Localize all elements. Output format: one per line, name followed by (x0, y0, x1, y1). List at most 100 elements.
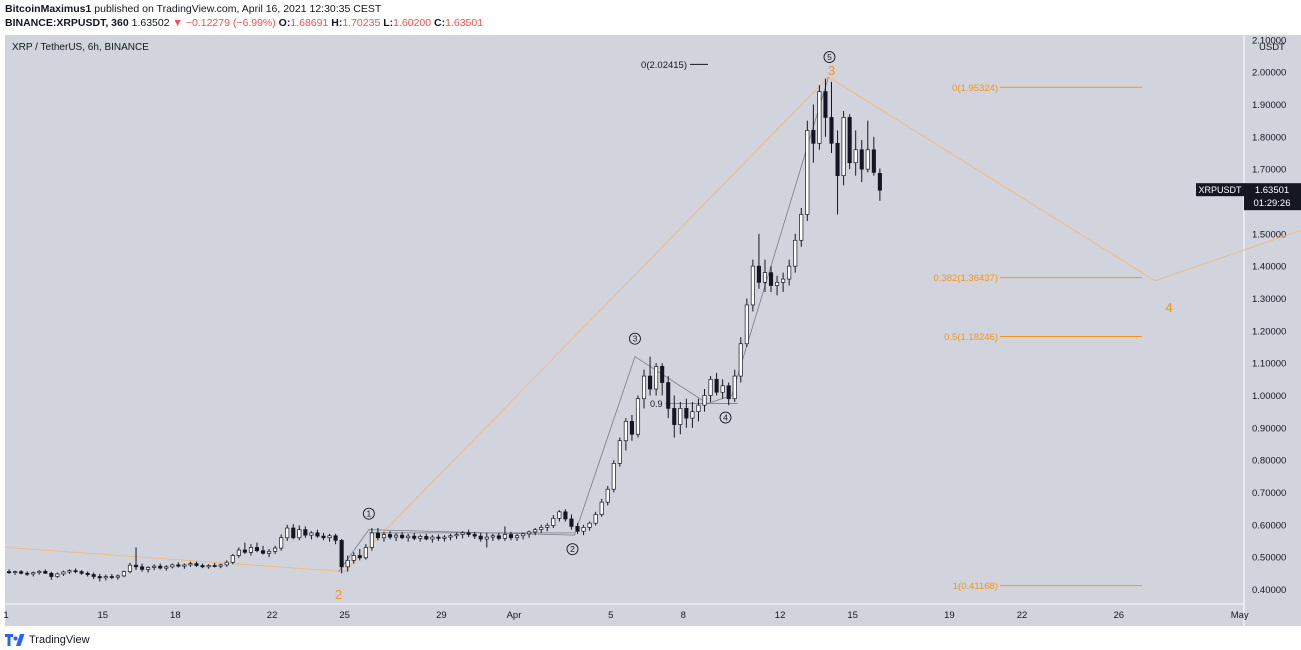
candle (200, 565, 205, 568)
candle (454, 534, 459, 537)
candle (424, 536, 429, 540)
candle (466, 532, 471, 535)
candle (672, 408, 677, 425)
candle (194, 563, 199, 566)
candle (158, 565, 163, 569)
y-tick-label: 1.00000 (1252, 391, 1286, 402)
price-tag-value: 1.63501 (1255, 185, 1289, 196)
candle (533, 529, 538, 533)
candle (327, 535, 332, 539)
candle (61, 571, 66, 575)
candle (381, 534, 387, 539)
candle (744, 304, 749, 345)
candle (248, 547, 253, 553)
x-tick-label: 15 (97, 610, 108, 621)
last-price: 1.63502 (131, 17, 170, 29)
candle (521, 533, 526, 537)
candle (37, 570, 42, 573)
candle (617, 440, 622, 464)
candle (714, 378, 719, 393)
x-tick-label: 15 (847, 610, 858, 621)
candle (394, 534, 399, 538)
candle (865, 149, 870, 170)
close-label: C: (434, 17, 446, 29)
candle (109, 576, 114, 578)
wave-label-4: 4 (1165, 300, 1172, 315)
plot-area (5, 35, 1244, 604)
candle (291, 527, 296, 539)
candle (666, 382, 671, 409)
candle (654, 366, 659, 390)
footer-brand[interactable]: TradingView (29, 634, 90, 646)
candle (502, 534, 507, 539)
candle (835, 142, 840, 176)
candle (49, 572, 54, 577)
candle (230, 555, 235, 563)
subwave-label: 2 (570, 544, 575, 554)
fib-level-label: 1(0.41168) (953, 581, 998, 592)
inner-level-label: 0.9 (650, 399, 663, 409)
low-label: L: (383, 17, 394, 29)
candle (496, 535, 501, 539)
candle (127, 564, 133, 573)
candle (400, 534, 405, 539)
publish-line: BitcoinMaximus1 published on TradingView… (5, 3, 381, 15)
candle (696, 404, 701, 412)
axis-unit: USDT (1259, 42, 1285, 53)
candle (853, 149, 858, 164)
candle (527, 531, 532, 535)
candle (236, 549, 241, 556)
candle (339, 539, 344, 568)
candle (303, 529, 308, 536)
candle (460, 532, 465, 535)
y-tick-label: 1.70000 (1252, 165, 1286, 176)
candle (297, 529, 302, 539)
candle (478, 535, 483, 540)
candle (91, 574, 96, 577)
y-tick-label: 1.20000 (1252, 326, 1286, 337)
x-tick-label: 22 (267, 610, 278, 621)
candle (490, 535, 495, 538)
candle (768, 272, 774, 286)
high-label: H: (331, 17, 343, 29)
candle (569, 518, 574, 527)
x-tick-label: 26 (1113, 610, 1124, 621)
price-tag-countdown: 01:29:26 (1254, 198, 1291, 209)
candle (442, 536, 447, 539)
x-tick-label: 22 (1017, 610, 1028, 621)
candle (575, 526, 580, 532)
candle (406, 535, 411, 539)
candle (430, 536, 435, 540)
candle (97, 576, 102, 579)
x-tick-label: 1 (3, 610, 8, 621)
y-tick-label: 0.50000 (1252, 553, 1286, 564)
candle (799, 214, 804, 241)
candle (823, 91, 828, 118)
y-tick-label: 2.10000 (1252, 35, 1286, 46)
candle (690, 411, 695, 419)
x-tick-label: 8 (681, 610, 686, 621)
candle (188, 563, 193, 566)
candle (152, 565, 157, 568)
y-tick-label: 0.90000 (1252, 423, 1286, 434)
candle (43, 570, 48, 574)
candle (720, 385, 725, 393)
candle (793, 239, 798, 267)
candle (805, 130, 810, 215)
candle (762, 272, 768, 283)
candle (25, 572, 30, 575)
candle (67, 570, 72, 573)
candle (648, 375, 653, 390)
candle (73, 570, 78, 573)
author-name[interactable]: BitcoinMaximus1 (5, 3, 92, 15)
candle (412, 535, 417, 539)
subwave-circle (629, 332, 641, 345)
candle (309, 532, 314, 536)
y-tick-label: 0.70000 (1252, 488, 1286, 499)
candle (551, 517, 556, 526)
wave-label-3: 3 (828, 63, 835, 78)
x-tick-label: 12 (775, 610, 786, 621)
candle (593, 514, 598, 524)
x-tick-label: Apr (507, 610, 522, 621)
price-chart[interactable]: XRP / TetherUS, 6h, BINANCE USDT 0.40000 0.… (0, 0, 1301, 632)
